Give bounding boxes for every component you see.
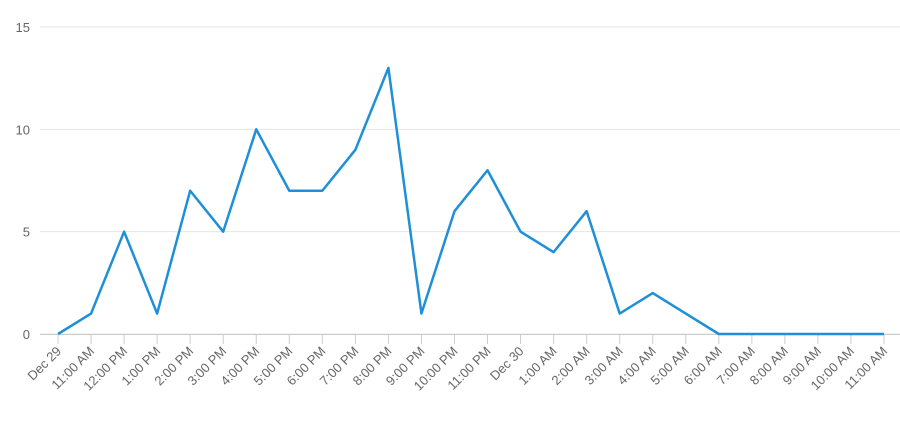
y-tick-label: 15	[16, 20, 30, 35]
data-line	[57, 66, 884, 336]
y-tick-label: 0	[23, 327, 30, 342]
y-tick-label: 5	[23, 225, 30, 240]
y-tick-label: 10	[16, 122, 30, 137]
